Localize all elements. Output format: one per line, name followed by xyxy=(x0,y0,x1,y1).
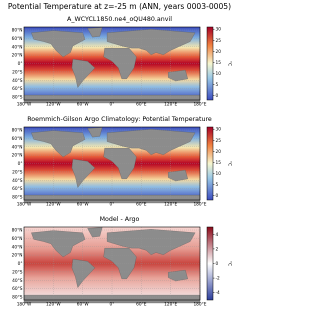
colorbar-tick-label: 25 xyxy=(216,38,222,44)
colorbar-tick-label: 25 xyxy=(216,138,222,144)
colorbar-tick-label: 30 xyxy=(216,27,222,33)
colorbar-tick-label: 20 xyxy=(216,149,222,155)
lon-label: 120°E xyxy=(164,202,177,208)
lon-label: 60°W xyxy=(77,302,90,308)
map-frame xyxy=(23,126,201,201)
lat-label: 60°N xyxy=(12,136,23,142)
colorbar-tick-label: 15 xyxy=(216,160,222,166)
lon-label: 0° xyxy=(110,202,115,208)
colorbar xyxy=(206,226,214,301)
colorbar-tick-label: 0 xyxy=(216,261,219,267)
lat-label: 40°N xyxy=(12,144,23,150)
lat-label: 60°N xyxy=(12,236,23,242)
figure-title: Potential Temperature at z=-25 m (ANN, y… xyxy=(8,2,231,11)
map-frame xyxy=(23,26,201,101)
lat-label: 40°N xyxy=(12,244,23,250)
lon-label: 120°E xyxy=(164,302,177,308)
lon-label: 120°E xyxy=(164,102,177,108)
lon-label: 120°W xyxy=(46,102,61,108)
colorbar-tick-label: -2 xyxy=(216,276,221,282)
lat-label: 80°S xyxy=(12,95,23,101)
lon-label: 180°E xyxy=(193,202,206,208)
lat-label: 60°S xyxy=(12,86,23,92)
panel-title: A_WCYCL1850.ne4_oQU480.anvil xyxy=(67,16,172,23)
lon-label: 180°W xyxy=(17,202,32,208)
lat-label: 20°S xyxy=(12,69,23,75)
lat-label: 0° xyxy=(18,161,23,167)
lat-label: 20°S xyxy=(12,169,23,175)
lat-label: 80°S xyxy=(12,295,23,301)
colorbar-tick-label: 20 xyxy=(216,49,222,55)
lat-label: 40°N xyxy=(12,44,23,50)
lon-label: 60°E xyxy=(136,302,147,308)
colorbar-tick-label: 5 xyxy=(216,82,219,88)
colorbar-tick-label: 10 xyxy=(216,171,222,177)
map-frame xyxy=(23,226,201,301)
lat-label: 20°N xyxy=(12,153,23,159)
lat-label: 20°N xyxy=(12,253,23,259)
lon-label: 60°W xyxy=(77,202,90,208)
colorbar-tick-label: 4 xyxy=(216,232,219,238)
panel-title: Roemmich-Gilson Argo Climatology: Potent… xyxy=(27,116,212,123)
colorbar-tick-label: 0 xyxy=(216,193,219,199)
lon-label: 0° xyxy=(110,102,115,108)
lat-label: 0° xyxy=(18,261,23,267)
colorbar-tick-label: 0 xyxy=(216,93,219,99)
lat-label: 60°S xyxy=(12,286,23,292)
colorbar-tick-label: 10 xyxy=(216,71,222,77)
lat-label: 80°N xyxy=(12,128,23,134)
lon-label: 60°E xyxy=(136,102,147,108)
lat-label: 80°N xyxy=(12,228,23,234)
lat-label: 60°N xyxy=(12,36,23,42)
lon-label: 120°W xyxy=(46,302,61,308)
lat-label: 40°S xyxy=(12,178,23,184)
lon-label: 180°E xyxy=(193,302,206,308)
colorbar-tick-label: 30 xyxy=(216,127,222,133)
colorbar xyxy=(206,126,214,201)
colorbar-tick-label: 5 xyxy=(216,182,219,188)
colorbar xyxy=(206,26,214,101)
lon-label: 180°W xyxy=(17,302,32,308)
figure: Potential Temperature at z=-25 m (ANN, y… xyxy=(8,2,233,308)
lat-label: 20°N xyxy=(12,53,23,59)
lat-label: 0° xyxy=(18,61,23,67)
lon-label: 0° xyxy=(110,302,115,308)
page: {"figure": { "title": "Potential Tempera… xyxy=(7,2,233,308)
lat-label: 60°S xyxy=(12,186,23,192)
colorbar-label: °C xyxy=(227,161,233,166)
lat-label: 80°S xyxy=(12,195,23,201)
lon-label: 60°W xyxy=(77,102,90,108)
colorbar-tick-label: -4 xyxy=(216,290,221,296)
lon-label: 180°W xyxy=(17,102,32,108)
lat-label: 20°S xyxy=(12,269,23,275)
colorbar-tick-label: 15 xyxy=(216,60,222,66)
lat-label: 40°S xyxy=(12,278,23,284)
panel-title: Model - Argo xyxy=(100,216,140,223)
colorbar-label: °C xyxy=(227,261,233,266)
lat-label: 40°S xyxy=(12,78,23,84)
lat-label: 80°N xyxy=(12,28,23,34)
lon-label: 60°E xyxy=(136,202,147,208)
colorbar-label: °C xyxy=(227,61,233,66)
lon-label: 120°W xyxy=(46,202,61,208)
colorbar-tick-label: 2 xyxy=(216,246,219,252)
lon-label: 180°E xyxy=(193,102,206,108)
